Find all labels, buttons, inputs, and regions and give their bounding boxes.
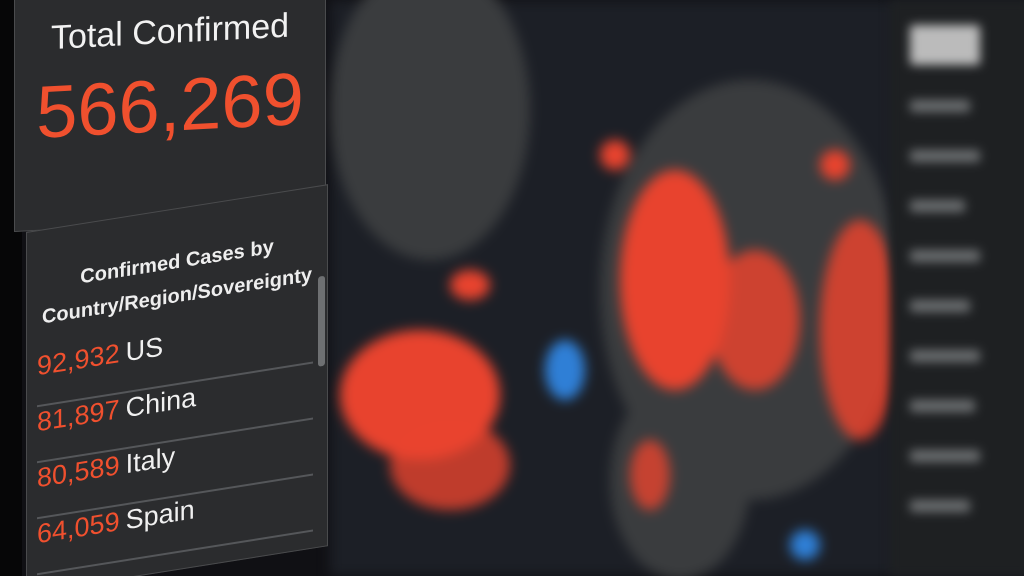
- country-name: US: [125, 331, 164, 368]
- scrollbar[interactable]: [318, 275, 325, 367]
- total-confirmed-label: Total Confirmed: [50, 6, 290, 58]
- right-panel: [890, 0, 1024, 576]
- total-confirmed-value: 566,269: [36, 56, 304, 154]
- country-name: Italy: [125, 441, 176, 480]
- country-list-panel: Confirmed Cases by Country/Region/Sovere…: [26, 184, 328, 576]
- case-count: 92,932: [37, 338, 120, 382]
